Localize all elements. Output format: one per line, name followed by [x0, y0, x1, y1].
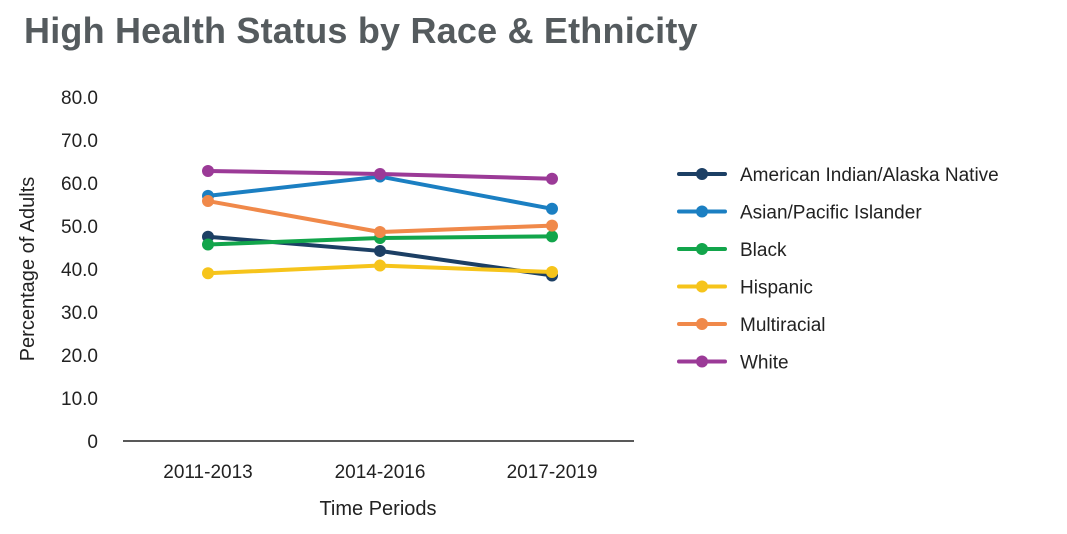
y-tick-label: 60.0: [61, 174, 98, 195]
series-3: [202, 259, 558, 280]
y-tick-label: 50.0: [61, 217, 98, 238]
y-tick-label: 80.0: [61, 88, 98, 109]
y-tick-label: 70.0: [61, 131, 98, 152]
y-tick-label: 40.0: [61, 260, 98, 281]
y-tick-label: 10.0: [61, 389, 98, 410]
x-tick-label: 2011-2013: [163, 462, 252, 483]
chart-title: High Health Status by Race & Ethnicity: [24, 10, 698, 51]
legend: American Indian/Alaska Native Asian/Pacif…: [677, 165, 999, 374]
legend-dot-marker: [696, 355, 708, 368]
series-5: [202, 164, 558, 185]
data-point: [546, 219, 558, 232]
legend-dot-marker: [696, 280, 708, 293]
data-point: [374, 244, 386, 257]
data-point: [202, 195, 214, 208]
legend-label: White: [740, 353, 789, 374]
data-point: [546, 266, 558, 279]
y-tick-label: 0: [87, 432, 98, 453]
data-point: [374, 167, 386, 180]
legend-dot-marker: [696, 243, 708, 255]
data-point: [202, 238, 214, 251]
series-group: [202, 164, 558, 282]
legend-label: American Indian/Alaska Native: [740, 165, 999, 186]
legend-item: Black: [677, 240, 787, 261]
legend-label: Asian/Pacific Islander: [740, 203, 922, 224]
x-tick-label: 2014-2016: [335, 462, 426, 483]
data-point: [374, 259, 386, 272]
data-point: [546, 202, 558, 215]
legend-item: American Indian/Alaska Native: [677, 165, 999, 186]
legend-label: Multiracial: [740, 315, 826, 336]
data-point: [546, 172, 558, 185]
y-tick-label: 30.0: [61, 303, 98, 324]
y-tick-label: 20.0: [61, 346, 98, 367]
legend-dot-marker: [696, 205, 708, 218]
legend-dot-marker: [696, 318, 708, 330]
x-tick-label: 2017-2019: [507, 462, 598, 483]
legend-label: Black: [740, 240, 787, 261]
legend-label: Hispanic: [740, 278, 813, 299]
legend-dot-marker: [696, 168, 708, 180]
data-point: [546, 230, 558, 243]
data-point: [374, 226, 386, 239]
data-point: [202, 267, 214, 280]
data-point: [202, 164, 214, 177]
x-axis-label: Time Periods: [319, 498, 436, 520]
legend-item: Hispanic: [677, 278, 813, 299]
series-4: [202, 195, 558, 239]
y-axis-ticks: 0 10.0 20.0 30.0 40.0 50.0 60.0 70.0 80.0: [61, 88, 98, 453]
legend-item: Asian/Pacific Islander: [677, 203, 922, 224]
x-axis-ticks: 2011-2013 2014-2016 2017-2019: [163, 462, 597, 483]
y-axis-label: Percentage of Adults: [17, 177, 39, 362]
legend-item: Multiracial: [677, 315, 826, 336]
series-2: [202, 230, 558, 251]
legend-item: White: [677, 353, 789, 374]
